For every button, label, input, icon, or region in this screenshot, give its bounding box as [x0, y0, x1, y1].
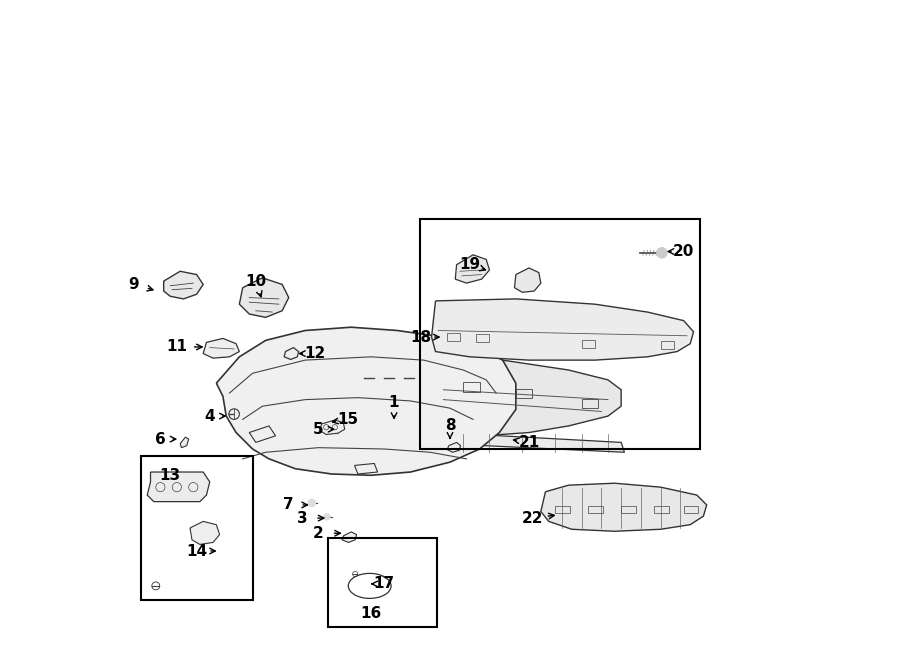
PathPatch shape	[164, 271, 203, 299]
Text: 4: 4	[204, 408, 215, 424]
Text: 15: 15	[338, 412, 358, 427]
Text: 3: 3	[297, 510, 307, 525]
Text: 6: 6	[155, 432, 166, 447]
Text: 11: 11	[166, 340, 187, 354]
PathPatch shape	[342, 532, 356, 543]
Bar	[684, 506, 698, 514]
Circle shape	[324, 514, 330, 520]
Text: 8: 8	[445, 418, 455, 434]
Bar	[476, 334, 490, 342]
Circle shape	[333, 418, 341, 426]
PathPatch shape	[515, 268, 541, 292]
Bar	[516, 389, 532, 399]
Text: 13: 13	[159, 468, 181, 483]
Text: 7: 7	[284, 498, 294, 512]
Circle shape	[657, 248, 667, 258]
Text: 21: 21	[518, 435, 540, 450]
Text: 16: 16	[360, 606, 382, 621]
PathPatch shape	[320, 420, 345, 434]
Bar	[589, 506, 603, 514]
Text: 18: 18	[410, 330, 431, 344]
Text: 5: 5	[313, 422, 324, 437]
PathPatch shape	[190, 522, 220, 545]
Text: 2: 2	[313, 525, 324, 541]
PathPatch shape	[436, 360, 621, 436]
Bar	[464, 383, 480, 392]
Text: 12: 12	[304, 346, 326, 361]
Bar	[420, 219, 700, 449]
Bar	[661, 341, 674, 349]
Bar	[446, 333, 460, 341]
PathPatch shape	[440, 432, 625, 452]
Bar	[581, 340, 595, 348]
Text: 20: 20	[673, 244, 695, 259]
PathPatch shape	[447, 442, 461, 452]
Bar	[140, 455, 253, 600]
PathPatch shape	[203, 338, 239, 358]
Text: 14: 14	[186, 543, 207, 559]
PathPatch shape	[180, 437, 189, 447]
PathPatch shape	[216, 327, 516, 475]
Text: 19: 19	[459, 257, 481, 272]
Bar	[328, 538, 436, 627]
Bar	[581, 399, 598, 408]
PathPatch shape	[148, 472, 210, 502]
PathPatch shape	[455, 254, 490, 283]
Bar	[621, 506, 635, 514]
Text: 10: 10	[246, 274, 266, 289]
Text: 17: 17	[374, 576, 395, 592]
Text: 9: 9	[129, 277, 140, 292]
Text: 1: 1	[389, 395, 400, 410]
PathPatch shape	[239, 278, 289, 317]
PathPatch shape	[432, 299, 694, 360]
Text: 22: 22	[521, 510, 543, 525]
Bar	[555, 506, 570, 514]
Bar	[654, 506, 669, 514]
PathPatch shape	[284, 348, 299, 360]
Circle shape	[308, 499, 316, 507]
PathPatch shape	[541, 483, 706, 531]
